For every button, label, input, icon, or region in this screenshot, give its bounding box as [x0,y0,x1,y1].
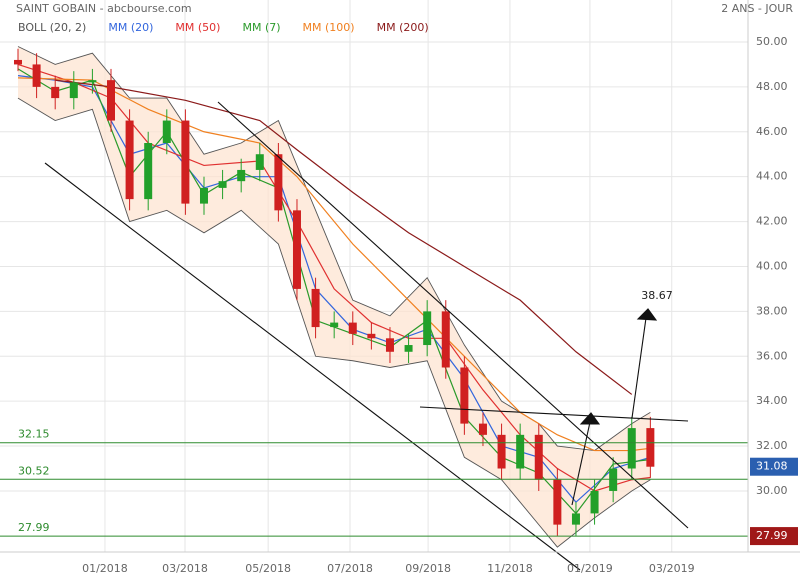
y-tick-label: 34.00 [756,394,788,407]
trend-line [419,406,689,422]
y-tick-label: 36.00 [756,349,788,362]
y-tick-label: 48.00 [756,80,788,93]
candle-body [590,490,599,514]
legend-entry: MM (50) [175,21,220,34]
levels: 32.15 30.52 27.99 [0,428,748,537]
x-tick-label: 07/2018 [327,562,373,575]
candle-body [460,367,469,424]
candle-body [627,428,636,469]
labels: 30.00 32.00 34.00 36.00 38.00 40.00 42.00 44.00… [82,35,798,575]
candle-body [292,210,301,289]
ma-line [17,75,651,504]
arrow [571,421,591,506]
trend-line [217,101,689,529]
y-tick-label: 44.00 [756,170,788,183]
legend-entry: MM (200) [377,21,429,34]
trend-lines [44,101,689,571]
x-tick-label: 05/2018 [245,562,291,575]
x-tick-label: 03/2019 [649,562,695,575]
bollinger [17,46,651,548]
x-tick-label: 01/2018 [82,562,128,575]
y-tick-label: 46.00 [756,125,788,138]
candle-body [125,120,134,200]
y-tick-label: 50.00 [756,35,788,48]
candle-body [516,434,525,469]
candle-body [144,143,153,200]
candle-body [218,181,227,188]
candle-body [534,434,543,480]
x-tick-label: 11/2018 [487,562,533,575]
level-label: 27.99 [18,521,50,534]
candles [14,48,655,536]
y-tick-label: 32.00 [756,439,788,452]
trend-line [44,162,581,571]
level-label: 30.52 [18,464,50,477]
candle-body [553,479,562,525]
level-badge [750,527,798,546]
candle-body [646,428,655,467]
arrow-head [579,412,601,425]
candle-body [404,345,413,352]
candle-body [330,322,339,328]
candle-body [88,80,97,83]
candle-body [199,187,208,204]
level-badge-label: 27.99 [756,529,788,542]
legend-entry: MM (7) [242,21,280,34]
price-badge [750,457,798,476]
ma-line [55,79,633,395]
x-tick-label: 03/2018 [162,562,208,575]
candle-body [274,154,283,211]
candle-body [181,120,190,204]
candle-body [367,333,376,339]
arrow-head [636,308,658,321]
legend-entry: MM (100) [303,21,355,34]
candle-body [51,86,60,99]
candle-body [255,154,264,170]
candle-body [237,169,246,182]
chart-title: SAINT GOBAIN - abcbourse.com [16,2,192,15]
level-label: 32.15 [18,428,50,441]
candle-body [311,288,320,328]
y-tick-label: 40.00 [756,259,788,272]
x-tick-label: 01/2019 [567,562,613,575]
bollinger-upper [17,46,651,452]
candle-body [571,513,580,525]
legend-entry: MM (20) [108,21,153,34]
candle-body [106,80,115,121]
x-tick-label: 09/2018 [405,562,451,575]
bollinger-lower [17,97,651,548]
arrow [631,317,647,419]
chart-subtitle: 2 ANS - JOUR [721,2,793,15]
y-tick-label: 30.00 [756,484,788,497]
candle-body [478,423,487,435]
candle-body [497,434,506,469]
ma-line [17,77,651,452]
candle-body [162,120,171,143]
y-tick-label: 42.00 [756,215,788,228]
candle-body [385,338,394,352]
bollinger-fill [18,46,651,548]
annotation: 38.67 [641,289,673,302]
y-tick-label: 38.00 [756,304,788,317]
candle-body [423,311,432,346]
candle-body [348,322,357,334]
candle-body [14,59,22,65]
candle-body [441,311,450,368]
legend-entry: BOLL (20, 2) [18,21,86,34]
candle-body [32,64,41,87]
price-badge-label: 31.08 [756,460,788,473]
candle-body [69,82,78,99]
